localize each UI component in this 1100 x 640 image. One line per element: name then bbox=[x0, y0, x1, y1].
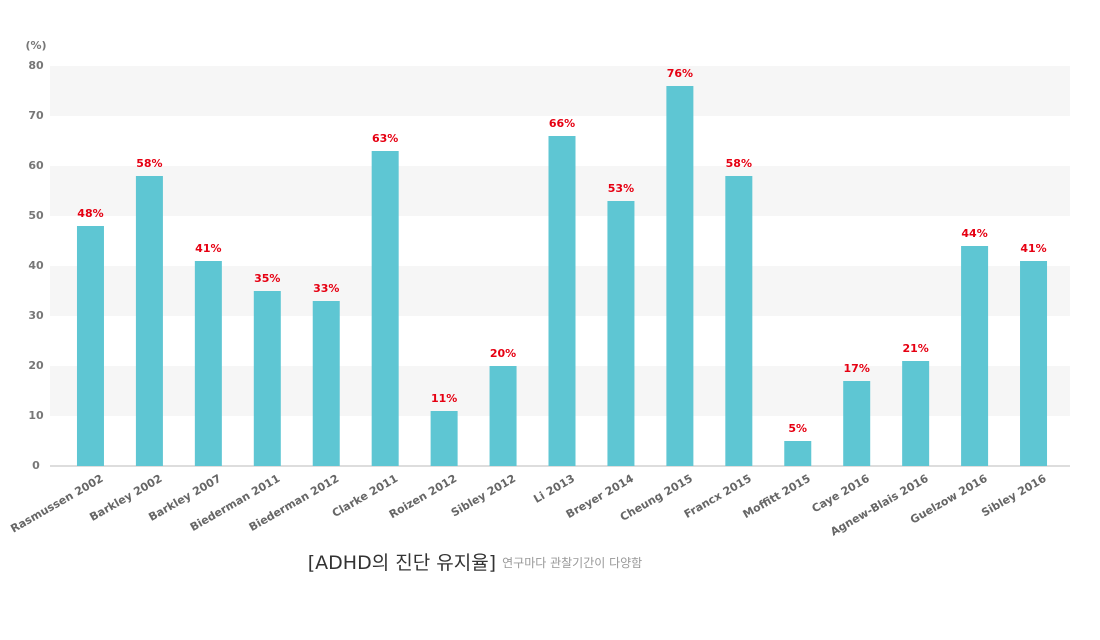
value-label: 66% bbox=[549, 117, 575, 130]
y-tick-label: 60 bbox=[28, 159, 44, 172]
bar bbox=[725, 176, 753, 466]
y-tick-label: 80 bbox=[28, 59, 44, 72]
bar bbox=[253, 291, 281, 466]
value-label: 76% bbox=[667, 67, 693, 80]
value-label: 35% bbox=[254, 272, 280, 285]
bar bbox=[76, 226, 104, 466]
bar bbox=[312, 301, 340, 466]
value-label: 17% bbox=[844, 362, 870, 375]
value-label: 41% bbox=[1020, 242, 1046, 255]
x-tick-label: Rasmussen 2002 bbox=[8, 472, 105, 536]
chart-title-group: [ADHD의 진단 유지율] 연구마다 관찰기간이 다양함 bbox=[308, 552, 642, 574]
x-tick-label: Li 2013 bbox=[531, 472, 577, 506]
x-tick-label: Sibley 2016 bbox=[979, 472, 1049, 520]
bar bbox=[430, 411, 458, 466]
value-label: 63% bbox=[372, 132, 398, 145]
value-label: 33% bbox=[313, 282, 339, 295]
y-tick-label: 20 bbox=[28, 359, 44, 372]
bar bbox=[607, 201, 635, 466]
bar bbox=[784, 441, 812, 466]
bar bbox=[843, 381, 871, 466]
value-label: 5% bbox=[788, 422, 807, 435]
value-label: 41% bbox=[195, 242, 221, 255]
value-label: 11% bbox=[431, 392, 457, 405]
y-tick-label: 40 bbox=[28, 259, 44, 272]
value-label: 53% bbox=[608, 182, 634, 195]
bar bbox=[548, 136, 576, 466]
y-tick-label: 50 bbox=[28, 209, 44, 222]
bar bbox=[1020, 261, 1048, 466]
y-tick-label: 10 bbox=[28, 409, 44, 422]
value-label: 58% bbox=[726, 157, 752, 170]
bar bbox=[666, 86, 694, 466]
value-label: 58% bbox=[136, 157, 162, 170]
value-label: 48% bbox=[77, 207, 103, 220]
chart-title: [ADHD의 진단 유지율] bbox=[308, 552, 496, 574]
x-tick-label: Sibley 2012 bbox=[449, 472, 518, 519]
bar bbox=[194, 261, 222, 466]
bar bbox=[371, 151, 399, 466]
grid-band bbox=[50, 66, 1070, 116]
value-label: 20% bbox=[490, 347, 516, 360]
bar bbox=[961, 246, 989, 466]
bar bbox=[489, 366, 517, 466]
y-tick-label: 0 bbox=[32, 459, 40, 472]
chart-subtitle: 연구마다 관찰기간이 다양함 bbox=[502, 556, 642, 570]
bar bbox=[902, 361, 930, 466]
value-label: 44% bbox=[961, 227, 987, 240]
y-tick-label: 30 bbox=[28, 309, 44, 322]
value-label: 21% bbox=[902, 342, 928, 355]
x-tick-label: Agnew-Blais 2016 bbox=[828, 472, 931, 539]
y-tick-label: 70 bbox=[28, 109, 44, 122]
bar bbox=[135, 176, 163, 466]
y-unit: (%) bbox=[25, 39, 46, 52]
